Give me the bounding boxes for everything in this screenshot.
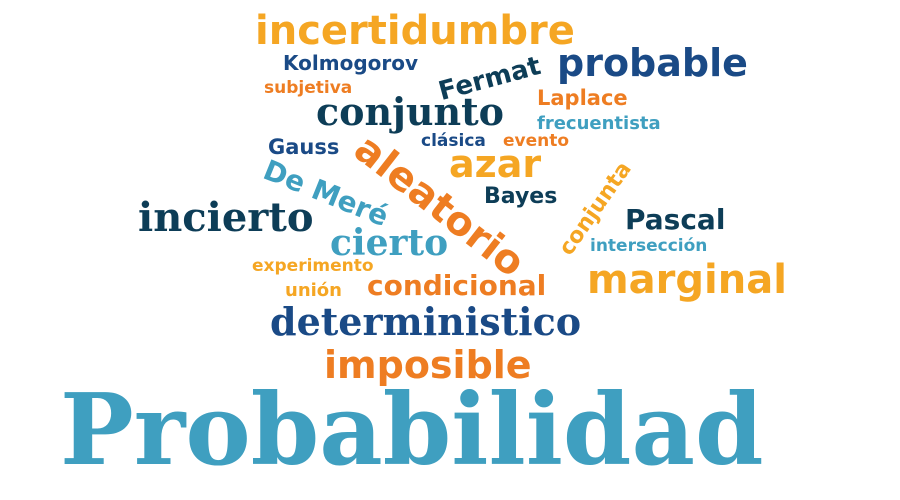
word-incierto: incierto [138, 194, 314, 241]
word-laplace: Laplace [537, 86, 628, 110]
word-pascal: Pascal [625, 203, 726, 236]
word-evento: evento [503, 131, 570, 151]
word-conjunto: conjunto [316, 89, 505, 134]
word-union: unión [285, 280, 342, 301]
word-subjetiva: subjetiva [264, 78, 353, 98]
word-kolmogorov: Kolmogorov [283, 51, 419, 75]
word-probabilidad: Probabilidad [60, 373, 764, 488]
word-deterministico: deterministico [270, 299, 582, 344]
word-cierto: cierto [330, 222, 449, 264]
word-marginal: marginal [587, 257, 787, 303]
word-gauss: Gauss [268, 135, 340, 159]
word-condicional: condicional [367, 269, 547, 302]
word-probable: probable [557, 41, 748, 85]
word-experimento: experimento [252, 256, 374, 276]
word-frecuentista: frecuentista [537, 113, 661, 134]
word-imposible: imposible [324, 343, 532, 387]
word-interseccion: intersección [590, 236, 708, 256]
word-incertidumbre: incertidumbre [255, 8, 575, 54]
word-bayes: Bayes [484, 184, 558, 209]
word-clasica: clásica [421, 131, 486, 151]
word-azar: azar [449, 142, 542, 186]
